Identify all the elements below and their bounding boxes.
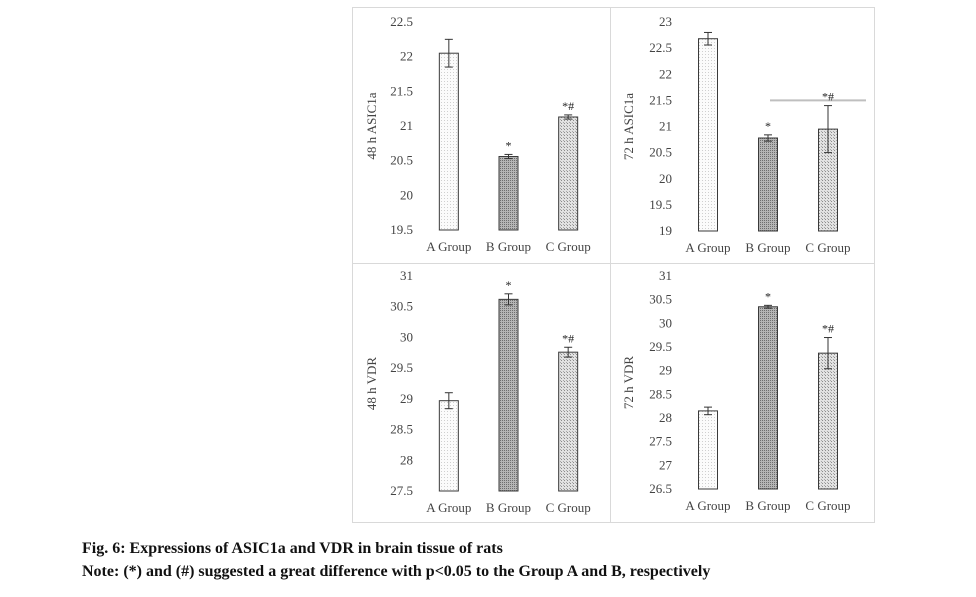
y-tick-label: 20 xyxy=(659,171,672,186)
y-tick-label: 27.5 xyxy=(390,483,413,498)
x-category-label: A Group xyxy=(426,239,471,254)
y-tick-label: 28.5 xyxy=(390,422,413,437)
bar xyxy=(558,351,579,492)
x-category-label: A Group xyxy=(685,498,730,513)
chart-panels: 19.5 20 20.5 21 21.5 22 22.5 48 h ASIC1a A Group… xyxy=(352,7,875,523)
significance-mark: * xyxy=(506,278,512,292)
figure-caption-note: Note: (*) and (#) suggested a great diff… xyxy=(82,563,711,580)
bar xyxy=(498,156,519,231)
y-tick-label: 28.5 xyxy=(649,386,672,401)
y-tick-label: 21.5 xyxy=(649,92,672,107)
x-category-label: C Group xyxy=(805,498,850,513)
significance-mark: * xyxy=(506,138,512,152)
y-tick-label: 19.5 xyxy=(390,222,413,237)
bar xyxy=(498,298,519,492)
y-tick-label: 19 xyxy=(659,223,672,238)
y-tick-label: 30.5 xyxy=(649,292,672,307)
y-axis-label: 72 h VDR xyxy=(621,356,636,410)
y-axis-label: 72 h ASIC1a xyxy=(621,93,636,160)
bar xyxy=(758,306,778,490)
bar xyxy=(438,52,459,231)
y-axis-label: 48 h VDR xyxy=(364,357,379,411)
y-tick-label: 31 xyxy=(400,268,413,283)
x-category-label: B Group xyxy=(486,239,531,254)
x-category-label: A Group xyxy=(426,500,471,515)
y-tick-label: 22 xyxy=(659,66,672,81)
y-tick-label: 28 xyxy=(400,452,413,467)
y-tick-label: 30 xyxy=(659,315,672,330)
y-tick-label: 20.5 xyxy=(390,153,413,168)
y-tick-label: 29.5 xyxy=(649,339,672,354)
x-category-label: C Group xyxy=(805,240,850,255)
y-tick-label: 27 xyxy=(659,457,673,472)
y-tick-label: 26.5 xyxy=(649,481,672,496)
y-tick-label: 27.5 xyxy=(649,434,672,449)
chart-panel: 26.5 27 27.5 28 28.5 29 29.5 30 30.5 31 72 h VDR A … xyxy=(610,263,875,523)
y-tick-label: 29.5 xyxy=(390,360,413,375)
y-tick-label: 22.5 xyxy=(390,14,413,29)
chart-panel: 19.5 20 20.5 21 21.5 22 22.5 48 h ASIC1a A Group… xyxy=(352,7,611,264)
x-category-label: A Group xyxy=(685,240,730,255)
y-tick-label: 29 xyxy=(659,363,672,378)
y-axis-label: 48 h ASIC1a xyxy=(364,92,379,159)
y-tick-label: 30 xyxy=(400,329,413,344)
chart-panel: 19 19.5 20 20.5 21 21.5 22 22.5 23 72 h ASIC1a A G… xyxy=(610,7,875,264)
y-tick-label: 20 xyxy=(400,187,413,202)
significance-mark: * xyxy=(765,289,771,303)
x-category-label: C Group xyxy=(546,239,591,254)
bar xyxy=(818,352,838,490)
figure-caption-title: Fig. 6: Expressions of ASIC1a and VDR in… xyxy=(82,540,503,557)
x-category-label: B Group xyxy=(745,498,790,513)
y-tick-label: 21.5 xyxy=(390,83,413,98)
y-tick-label: 19.5 xyxy=(649,197,672,212)
bar xyxy=(438,400,459,492)
x-category-label: B Group xyxy=(486,500,531,515)
y-tick-label: 22.5 xyxy=(649,40,672,55)
y-tick-label: 20.5 xyxy=(649,145,672,160)
bar xyxy=(698,38,718,232)
significance-mark: *# xyxy=(822,90,834,104)
x-category-label: C Group xyxy=(546,500,591,515)
significance-mark: *# xyxy=(822,322,834,336)
bar xyxy=(698,410,718,490)
significance-mark: *# xyxy=(562,331,574,345)
y-tick-label: 29 xyxy=(400,391,413,406)
bar xyxy=(558,116,579,231)
chart-panel: 27.5 28 28.5 29 29.5 30 30.5 31 48 h VDR A Group *… xyxy=(352,263,611,523)
significance-mark: *# xyxy=(562,99,574,113)
bar xyxy=(758,137,778,232)
y-tick-label: 22 xyxy=(400,49,413,64)
significance-mark: * xyxy=(765,119,771,133)
y-tick-label: 28 xyxy=(659,410,672,425)
y-tick-label: 31 xyxy=(659,268,672,283)
y-tick-label: 23 xyxy=(659,14,672,29)
y-tick-label: 21 xyxy=(659,119,672,134)
x-category-label: B Group xyxy=(745,240,790,255)
y-tick-label: 30.5 xyxy=(390,299,413,314)
y-tick-label: 21 xyxy=(400,118,413,133)
